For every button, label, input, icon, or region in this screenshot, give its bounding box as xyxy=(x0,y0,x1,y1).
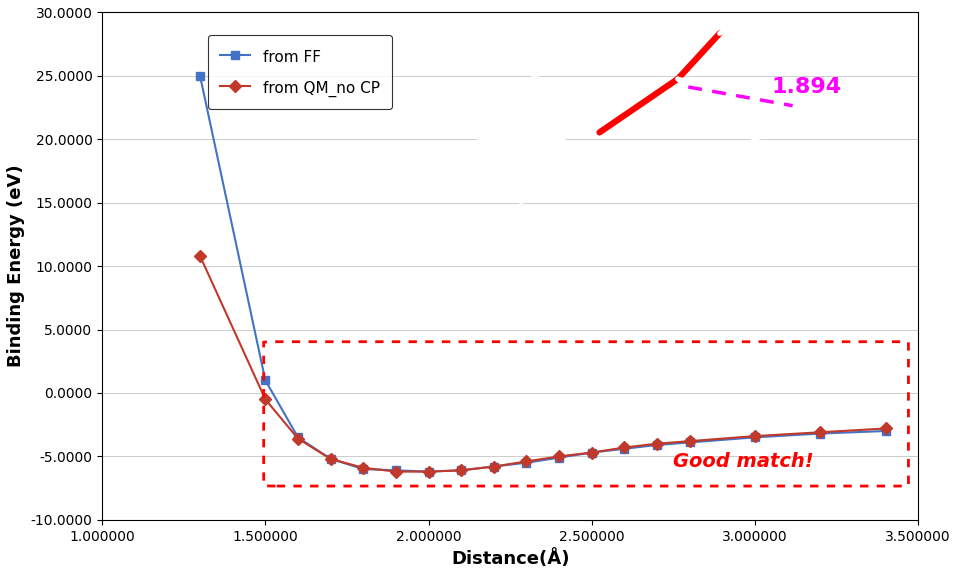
from QM_no CP xyxy=(879,425,891,432)
from QM_no CP xyxy=(194,252,206,259)
from FF xyxy=(357,466,369,473)
from FF xyxy=(390,467,401,474)
from QM_no CP xyxy=(521,458,533,465)
from FF xyxy=(194,72,206,79)
from QM_no CP xyxy=(325,455,336,462)
Y-axis label: Binding Energy (eV): Binding Energy (eV) xyxy=(7,165,25,367)
from FF xyxy=(325,455,336,462)
from FF xyxy=(292,434,304,441)
Line: from QM_no CP: from QM_no CP xyxy=(195,252,890,476)
from QM_no CP xyxy=(455,467,467,474)
from QM_no CP xyxy=(814,429,826,436)
from QM_no CP xyxy=(390,468,401,475)
Text: 1.894: 1.894 xyxy=(772,77,842,97)
X-axis label: Distance(Å): Distance(Å) xyxy=(451,549,569,568)
from FF xyxy=(879,428,891,435)
from FF xyxy=(488,463,499,470)
from FF xyxy=(260,377,271,384)
from QM_no CP xyxy=(619,444,630,451)
from FF xyxy=(554,454,565,461)
Line: from FF: from FF xyxy=(195,72,890,476)
from FF xyxy=(619,445,630,452)
from QM_no CP xyxy=(422,468,434,475)
from FF xyxy=(684,439,696,446)
Text: Good match!: Good match! xyxy=(673,451,814,470)
from FF xyxy=(455,467,467,474)
from QM_no CP xyxy=(586,449,598,456)
from QM_no CP xyxy=(749,432,761,439)
from QM_no CP xyxy=(651,440,663,447)
from FF xyxy=(521,459,533,466)
from FF xyxy=(749,434,761,441)
from QM_no CP xyxy=(488,463,499,470)
from FF xyxy=(814,430,826,437)
from FF xyxy=(422,468,434,475)
from FF xyxy=(651,442,663,448)
from FF xyxy=(586,449,598,456)
from QM_no CP xyxy=(554,453,565,460)
from QM_no CP xyxy=(260,396,271,402)
from QM_no CP xyxy=(684,438,696,444)
from QM_no CP xyxy=(292,435,304,442)
Legend: from FF, from QM_no CP: from FF, from QM_no CP xyxy=(208,35,392,109)
from QM_no CP xyxy=(357,465,369,471)
